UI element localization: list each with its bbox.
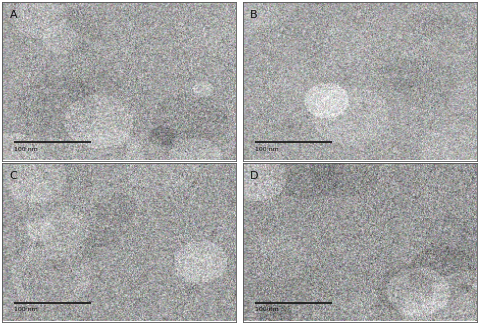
Text: D: D [250, 171, 258, 181]
Text: 100 nm: 100 nm [254, 307, 278, 312]
Text: 100 nm: 100 nm [14, 307, 38, 312]
Text: 100 nm: 100 nm [14, 147, 38, 151]
Text: B: B [250, 10, 258, 20]
Text: A: A [10, 10, 17, 20]
Text: 100 nm: 100 nm [254, 147, 278, 151]
Text: C: C [10, 171, 17, 181]
